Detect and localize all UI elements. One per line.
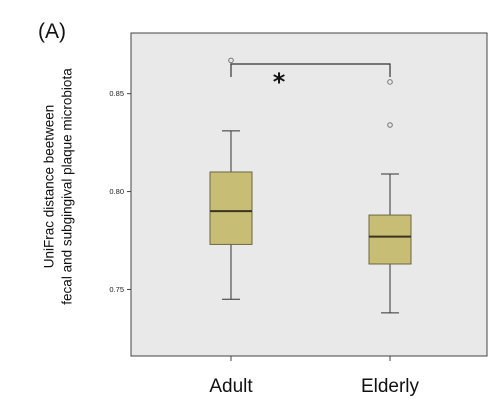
box-adult bbox=[209, 57, 253, 361]
significance-bracket: * bbox=[230, 63, 391, 96]
y-tick-label: 0.80 bbox=[109, 187, 124, 196]
box-series bbox=[209, 57, 412, 361]
x-axis-categories: Adult Elderly bbox=[209, 376, 419, 397]
y-tick-label: 0.75 bbox=[109, 285, 124, 294]
x-category-label-adult: Adult bbox=[209, 376, 253, 397]
y-tick-label: 0.85 bbox=[109, 89, 124, 98]
panel-label: (A) bbox=[38, 20, 66, 43]
outlier-point bbox=[228, 57, 234, 64]
plot-area bbox=[130, 32, 488, 357]
outlier-point bbox=[387, 122, 393, 128]
x-category-label-elderly: Elderly bbox=[361, 376, 420, 397]
significance-star: * bbox=[273, 68, 286, 96]
y-axis-ticks: 0.75 0.80 0.85 bbox=[109, 89, 131, 294]
box-iqr bbox=[368, 214, 412, 265]
bracket-line bbox=[230, 63, 391, 77]
box-iqr bbox=[209, 171, 253, 245]
outlier-point bbox=[387, 79, 393, 85]
box-elderly bbox=[368, 79, 412, 361]
